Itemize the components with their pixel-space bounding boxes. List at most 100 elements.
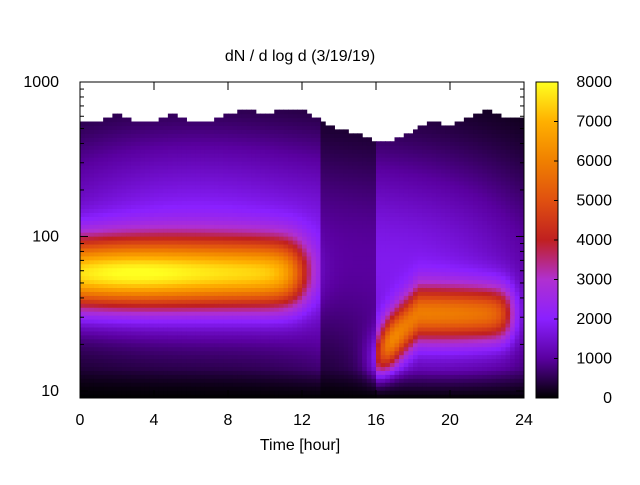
heatmap-cell — [371, 263, 377, 269]
heatmap-cell — [140, 164, 146, 170]
heatmap-cell — [158, 386, 164, 391]
heatmap-cell — [195, 137, 201, 142]
heatmap-cell — [292, 366, 298, 371]
heatmap-cell — [278, 394, 285, 398]
heatmap-cell — [278, 251, 285, 257]
heatmap-cell — [380, 267, 386, 273]
heatmap-cell — [297, 378, 303, 383]
heatmap-cell — [204, 374, 211, 379]
heatmap-cell — [399, 137, 405, 142]
heatmap-cell — [260, 121, 266, 127]
heatmap-cell — [149, 137, 155, 142]
heatmap-cell — [343, 275, 349, 281]
heatmap-cell — [255, 188, 261, 194]
heatmap-cell — [154, 378, 160, 383]
heatmap-cell — [357, 137, 363, 142]
heatmap-cell — [181, 303, 187, 308]
heatmap-cell — [311, 129, 317, 134]
heatmap-cell — [218, 157, 224, 162]
heatmap-cell — [366, 311, 372, 316]
heatmap-cell — [376, 172, 382, 178]
heatmap-cell — [209, 378, 215, 383]
heatmap-cell — [232, 164, 238, 170]
heatmap-cell — [274, 224, 280, 229]
heatmap-cell — [348, 307, 354, 312]
heatmap-cell — [241, 157, 248, 162]
heatmap-cell — [89, 338, 95, 344]
heatmap-cell — [255, 374, 261, 379]
heatmap-cell — [84, 247, 90, 253]
heatmap-cell — [80, 299, 86, 304]
heatmap-cell — [265, 137, 271, 142]
heatmap-cell — [80, 157, 86, 162]
heatmap-cell — [274, 307, 280, 312]
heatmap-cell — [288, 386, 294, 391]
heatmap-cell — [80, 164, 86, 170]
heatmap-cell — [209, 382, 215, 387]
heatmap-cell — [107, 180, 113, 186]
heatmap-cell — [172, 255, 178, 261]
heatmap-cell — [288, 145, 294, 150]
heatmap-cell — [144, 386, 150, 391]
heatmap-cell — [130, 263, 137, 269]
heatmap-cell — [126, 326, 132, 332]
heatmap-cell — [84, 216, 90, 221]
heatmap-cell — [154, 299, 160, 304]
heatmap-cell — [246, 283, 252, 288]
heatmap-cell — [191, 121, 197, 127]
heatmap-cell — [302, 236, 308, 241]
heatmap-cell — [265, 354, 271, 360]
heatmap-cell — [251, 271, 257, 277]
heatmap-cell — [325, 240, 331, 245]
heatmap-cell — [283, 184, 289, 190]
heatmap-cell — [334, 374, 340, 379]
heatmap-cell — [325, 236, 331, 241]
heatmap-cell — [265, 161, 271, 166]
heatmap-cell — [144, 259, 150, 265]
heatmap-cell — [352, 184, 359, 190]
heatmap-cell — [177, 232, 183, 237]
heatmap-cell — [329, 350, 335, 356]
heatmap-cell — [352, 224, 359, 229]
heatmap-cell — [158, 326, 164, 332]
heatmap-cell — [112, 188, 118, 194]
heatmap-cell — [103, 338, 109, 344]
heatmap-cell — [140, 208, 146, 213]
heatmap-cell — [167, 390, 174, 395]
heatmap-cell — [348, 247, 354, 253]
heatmap-cell — [186, 192, 192, 198]
heatmap-cell — [380, 141, 386, 146]
heatmap-cell — [121, 216, 127, 221]
heatmap-cell — [167, 141, 174, 146]
heatmap-cell — [311, 240, 317, 245]
heatmap-cell — [357, 303, 363, 308]
heatmap-cell — [260, 386, 266, 391]
heatmap-cell — [325, 279, 331, 285]
heatmap-cell — [228, 303, 234, 308]
heatmap-cell — [130, 236, 137, 241]
heatmap-cell — [112, 153, 118, 158]
heatmap-cell — [237, 370, 243, 375]
heatmap-cell — [376, 378, 382, 383]
heatmap-cell — [394, 386, 400, 391]
heatmap-cell — [292, 279, 298, 285]
heatmap-cell — [186, 263, 192, 269]
heatmap-cell — [98, 243, 104, 249]
heatmap-cell — [112, 358, 118, 364]
heatmap-cell — [362, 164, 368, 170]
heatmap-cell — [98, 236, 104, 241]
heatmap-cell — [107, 326, 113, 332]
heatmap-cell — [172, 236, 178, 241]
heatmap-cell — [315, 121, 322, 127]
heatmap-cell — [320, 141, 326, 146]
heatmap-cell — [158, 204, 164, 209]
heatmap-cell — [209, 259, 215, 265]
heatmap-cell — [107, 133, 113, 138]
heatmap-cell — [200, 319, 206, 324]
heatmap-cell — [251, 362, 257, 367]
heatmap-cell — [408, 366, 414, 371]
heatmap-cell — [163, 386, 169, 391]
heatmap-cell — [223, 334, 229, 340]
heatmap-cell — [278, 354, 285, 360]
heatmap-cell — [121, 176, 127, 182]
